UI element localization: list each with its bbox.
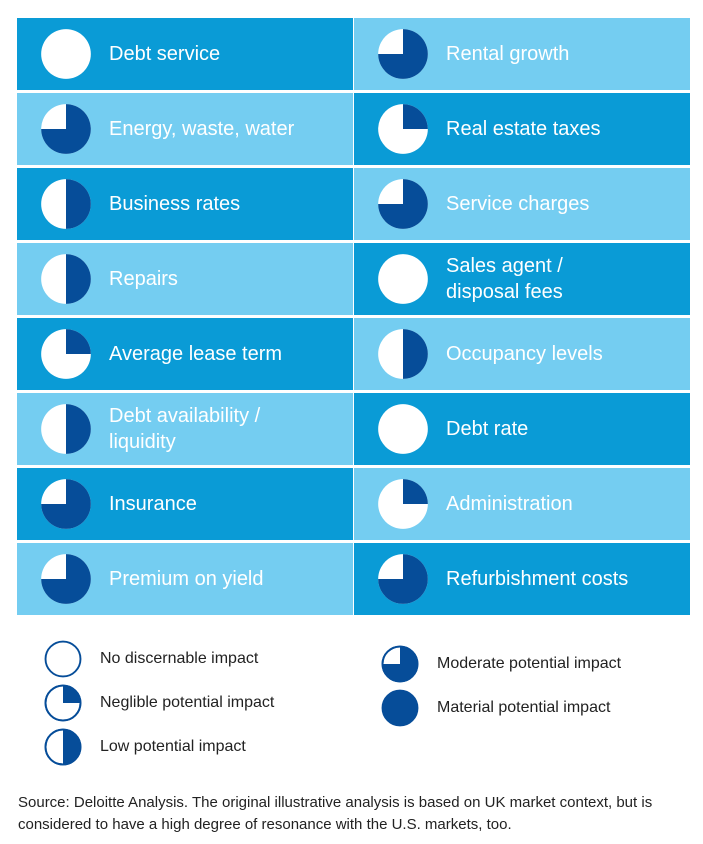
harvey-ball-negligible-icon [378,104,428,154]
harvey-ball-none-icon [41,29,91,79]
harvey-ball-moderate-icon [41,104,91,154]
harvey-ball-low-icon [41,404,91,454]
impact-cell: Real estate taxes [354,93,690,165]
impact-cell-label: Average lease term [109,343,283,365]
impact-cell: Service charges [354,168,690,240]
impact-cell-label: Debt service [109,43,221,65]
impact-cell-label: Debt rate [446,418,529,440]
harvey-ball-moderate-icon [378,29,428,79]
legend-item-low: Low potential impact [44,728,246,766]
legend-item-label: Material potential impact [437,699,611,716]
impact-cell-label: Energy, waste, water [109,118,295,140]
impact-cell-label: Insurance [109,493,197,515]
impact-cell: Insurance [17,468,353,540]
impact-cell-label: Service charges [446,193,590,215]
harvey-ball-moderate-icon [381,645,419,683]
harvey-ball-none-icon [378,404,428,454]
impact-cell-label: Administration [446,493,573,515]
source-note: Source: Deloitte Analysis. The original … [18,794,653,833]
impact-cell-label: Debt availability / liquidity [109,405,261,453]
impact-cell: Energy, waste, water [17,93,353,165]
impact-cell: Occupancy levels [354,318,690,390]
impact-legend: No discernable impact Neglible potential … [44,640,684,766]
impact-cell-label: Rental growth [446,43,570,65]
impact-cell: Refurbishment costs [354,543,690,615]
impact-cell-label: Premium on yield [109,568,264,590]
legend-item-negligible: Neglible potential impact [44,684,274,722]
harvey-ball-none-icon [44,640,82,678]
harvey-ball-negligible-icon [378,479,428,529]
impact-cell: Repairs [17,243,353,315]
legend-item-material: Material potential impact [381,689,610,727]
harvey-ball-low-icon [41,179,91,229]
impact-cell-label: Real estate taxes [446,118,601,140]
impact-cell: Business rates [17,168,353,240]
harvey-ball-low-icon [44,728,82,766]
harvey-ball-moderate-icon [378,179,428,229]
impact-grid: Debt service Rental growth Energy, waste, … [17,18,690,615]
harvey-ball-low-icon [378,329,428,379]
impact-cell-label: Refurbishment costs [446,568,629,590]
legend-item-label: Moderate potential impact [437,655,622,672]
impact-cell: Debt service [17,18,353,90]
impact-cell: Premium on yield [17,543,353,615]
legend-item-label: Neglible potential impact [100,694,275,711]
impact-cell: Rental growth [354,18,690,90]
legend-item-moderate: Moderate potential impact [381,645,621,683]
impact-cell-label: Sales agent / disposal fees [446,255,563,303]
legend-item-none: No discernable impact [44,640,258,678]
impact-cell: Debt rate [354,393,690,465]
harvey-ball-moderate-icon [41,479,91,529]
harvey-ball-moderate-icon [41,554,91,604]
harvey-ball-material-icon [381,689,419,727]
impact-cell: Administration [354,468,690,540]
harvey-ball-none-icon [378,254,428,304]
impact-cell: Debt availability / liquidity [17,393,353,465]
harvey-ball-moderate-icon [378,554,428,604]
harvey-ball-negligible-icon [44,684,82,722]
legend-item-label: No discernable impact [100,650,259,667]
impact-cell: Sales agent / disposal fees [354,243,690,315]
impact-cell-label: Business rates [109,193,241,215]
impact-cell-label: Repairs [109,268,178,290]
impact-cell-label: Occupancy levels [446,343,603,365]
harvey-ball-negligible-icon [41,329,91,379]
harvey-ball-low-icon [41,254,91,304]
legend-item-label: Low potential impact [100,738,246,755]
impact-cell: Average lease term [17,318,353,390]
